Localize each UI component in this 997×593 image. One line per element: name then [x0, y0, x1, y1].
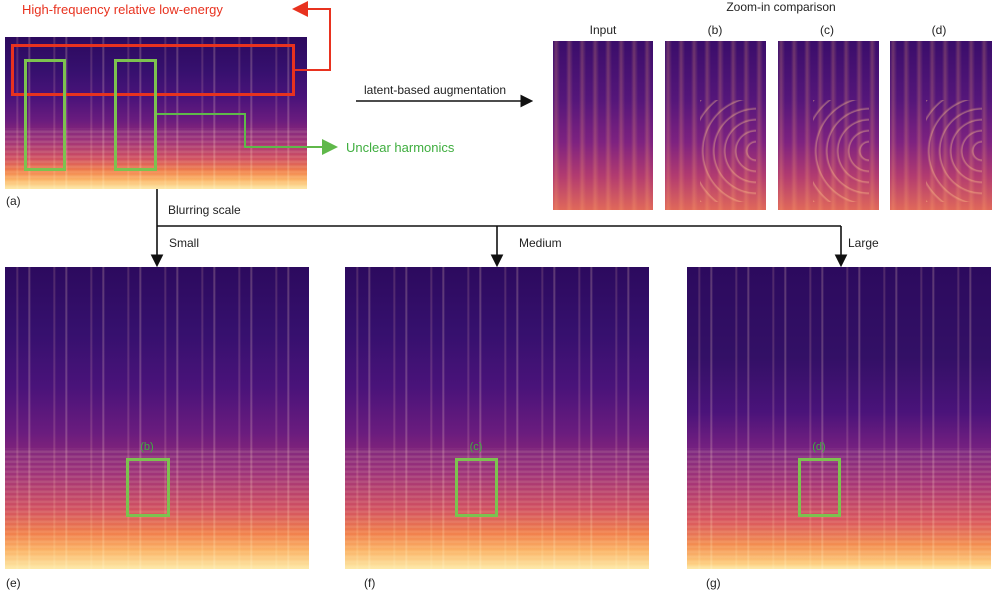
zoom-label-d: (d) [931, 23, 947, 37]
blurring-scale-label: Blurring scale [168, 203, 241, 217]
zoom-region-e [126, 458, 170, 517]
red-arrow [292, 1, 331, 71]
zoom-region-f [455, 458, 498, 517]
harmonics-box-right [114, 59, 157, 171]
zoom-b [665, 41, 766, 210]
high-frequency-label: High-frequency relative low-energy [22, 2, 223, 17]
zoom-label-b: (b) [707, 23, 723, 37]
zoom-c [778, 41, 879, 210]
green-arrow [157, 113, 338, 155]
latent-augmentation-label: latent-based augmentation [364, 83, 507, 97]
zoom-input [553, 41, 653, 210]
panel-label-e: (e) [6, 576, 21, 590]
zoom-label-input: Input [589, 23, 617, 37]
panel-label-f: (f) [364, 576, 376, 590]
scale-large-label: Large [848, 236, 879, 250]
scale-small-label: Small [169, 236, 200, 250]
scale-medium-label: Medium [519, 236, 562, 250]
box-label-c: (c) [469, 441, 483, 453]
zoom-label-c: (c) [820, 23, 834, 37]
spectrogram-g [687, 267, 991, 569]
box-label-d: (d) [812, 441, 826, 453]
zoom-region-g [798, 458, 841, 517]
panel-label-a: (a) [6, 194, 21, 208]
zoom-title: Zoom-in comparison [726, 0, 836, 14]
unclear-harmonics-label: Unclear harmonics [346, 140, 455, 155]
high-frequency-box [11, 44, 295, 96]
zoom-d [890, 41, 992, 210]
panel-label-g: (g) [706, 576, 721, 590]
spectrogram-e [5, 267, 309, 569]
box-label-b: (b) [140, 441, 154, 453]
harmonics-box-left [24, 59, 66, 171]
